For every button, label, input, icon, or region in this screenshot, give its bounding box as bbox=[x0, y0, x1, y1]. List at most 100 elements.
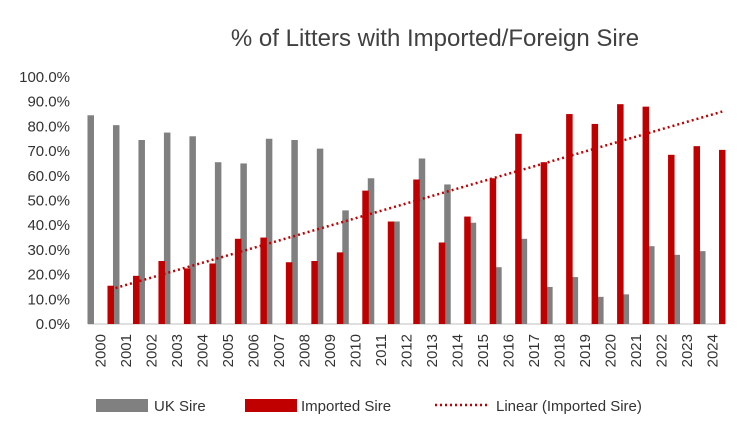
bar-uk-sire-2014 bbox=[444, 184, 451, 324]
x-tick-label: 2010 bbox=[348, 334, 365, 367]
legend-label-linear-trend: Linear (Imported Sire) bbox=[496, 398, 642, 415]
bar-uk-sire-2008 bbox=[291, 139, 298, 324]
legend-label-uk-sire: UK Sire bbox=[154, 398, 206, 415]
bar-imported-sire-2002 bbox=[158, 261, 165, 324]
x-tick-label: 2015 bbox=[475, 334, 492, 367]
bar-imported-sire-2019 bbox=[591, 123, 599, 325]
y-tick-label: 40.0% bbox=[27, 217, 70, 234]
y-tick-label: 50.0% bbox=[27, 193, 70, 210]
bar-imported-sire-2012 bbox=[413, 179, 420, 324]
legend-label-imported-sire: Imported Sire bbox=[301, 398, 391, 415]
bar-imported-sire-2011 bbox=[387, 221, 395, 324]
bar-uk-sire-2000 bbox=[87, 115, 94, 324]
x-tick-label: 2008 bbox=[297, 334, 314, 367]
y-tick-label: 30.0% bbox=[27, 242, 70, 259]
trendline-group bbox=[110, 110, 723, 291]
bar-uk-sire-2006 bbox=[240, 163, 247, 324]
bar-uk-sire-2024 bbox=[699, 251, 706, 324]
bar-uk-sire-2018 bbox=[546, 286, 553, 324]
y-axis-ticks: 0.0% 10.0% 20.0% 30.0% 40.0% 50.0% 60.0% 70.0% 8… bbox=[19, 69, 70, 333]
bar-imported-sire-2017 bbox=[540, 162, 548, 324]
x-tick-label: 2000 bbox=[93, 334, 110, 367]
x-tick-label: 2007 bbox=[271, 334, 288, 367]
bar-uk-sire-2017 bbox=[520, 238, 528, 324]
bar-imported-sire-2015 bbox=[489, 178, 497, 324]
bar-imported-sire-2022 bbox=[668, 154, 675, 324]
x-axis-ticks: 2000 2001 2002 2003 2004 2005 2006 2007 2008 2009… bbox=[93, 334, 722, 367]
x-tick-label: 2005 bbox=[220, 334, 237, 367]
bar-imported-sire-2013 bbox=[438, 242, 446, 324]
x-tick-label: 2003 bbox=[169, 334, 186, 367]
bar-uk-sire-2019 bbox=[571, 277, 579, 324]
bar-imported-sire-2016 bbox=[515, 133, 522, 324]
x-tick-label: 2004 bbox=[195, 334, 212, 367]
bar-uk-sire-2021 bbox=[622, 294, 630, 324]
x-tick-label: 2019 bbox=[577, 334, 594, 367]
y-tick-label: 0.0% bbox=[36, 316, 70, 333]
y-tick-label: 10.0% bbox=[27, 291, 70, 308]
bar-uk-sire-2016 bbox=[495, 267, 502, 324]
x-tick-label: 2021 bbox=[628, 334, 645, 367]
bars-group bbox=[87, 104, 726, 325]
bar-uk-sire-2003 bbox=[163, 132, 171, 324]
bar-uk-sire-2011 bbox=[367, 178, 375, 324]
bar-uk-sire-2012 bbox=[393, 221, 400, 324]
y-tick-label: 60.0% bbox=[27, 168, 70, 185]
bar-uk-sire-2004 bbox=[189, 136, 196, 324]
bar-uk-sire-2009 bbox=[316, 148, 324, 324]
bar-imported-sire-2024 bbox=[719, 149, 726, 324]
bar-imported-sire-2005 bbox=[234, 238, 242, 324]
bar-imported-sire-2021 bbox=[642, 106, 650, 324]
chart-title: % of Litters with Imported/Foreign Sire bbox=[231, 25, 639, 52]
x-tick-label: 2006 bbox=[246, 334, 263, 367]
y-tick-label: 80.0% bbox=[27, 118, 70, 135]
bar-uk-sire-2002 bbox=[138, 139, 145, 324]
bar-imported-sire-2020 bbox=[617, 104, 624, 324]
bar-imported-sire-2007 bbox=[285, 262, 293, 324]
bar-uk-sire-2020 bbox=[597, 296, 604, 324]
trendline-linear-imported-sire bbox=[110, 110, 723, 291]
x-tick-label: 2018 bbox=[551, 334, 568, 367]
legend-swatch-imported-sire bbox=[245, 399, 297, 412]
y-tick-label: 100.0% bbox=[19, 69, 70, 86]
bar-uk-sire-2013 bbox=[418, 158, 426, 324]
y-tick-label: 20.0% bbox=[27, 267, 70, 284]
bar-imported-sire-2001 bbox=[132, 275, 140, 324]
x-tick-label: 2001 bbox=[118, 334, 135, 367]
y-tick-label: 70.0% bbox=[27, 143, 70, 160]
x-tick-label: 2009 bbox=[322, 334, 339, 367]
bar-uk-sire-2010 bbox=[342, 210, 349, 324]
bar-uk-sire-2001 bbox=[112, 125, 120, 324]
x-tick-label: 2016 bbox=[500, 334, 517, 367]
x-tick-label: 2002 bbox=[144, 334, 161, 367]
legend-swatch-uk-sire bbox=[96, 399, 148, 412]
x-tick-label: 2024 bbox=[704, 334, 721, 367]
x-tick-label: 2013 bbox=[424, 334, 441, 367]
bar-uk-sire-2022 bbox=[648, 246, 655, 324]
x-tick-label: 2020 bbox=[602, 334, 619, 367]
bar-imported-sire-2004 bbox=[209, 263, 216, 324]
bar-uk-sire-2007 bbox=[265, 138, 273, 324]
bar-imported-sire-2003 bbox=[183, 268, 191, 324]
x-tick-label: 2011 bbox=[373, 334, 390, 366]
x-tick-label: 2023 bbox=[679, 334, 696, 367]
legend: UK Sire Imported Sire Linear (Imported S… bbox=[96, 398, 642, 415]
bar-imported-sire-2010 bbox=[362, 190, 369, 324]
bar-imported-sire-2023 bbox=[693, 146, 701, 324]
bar-imported-sire-2008 bbox=[311, 261, 318, 324]
bar-uk-sire-2023 bbox=[673, 254, 681, 324]
x-tick-label: 2022 bbox=[653, 334, 670, 367]
y-tick-label: 90.0% bbox=[27, 94, 70, 111]
bar-imported-sire-2018 bbox=[566, 114, 573, 324]
bar-imported-sire-2014 bbox=[464, 216, 471, 324]
bar-imported-sire-2006 bbox=[260, 237, 267, 324]
bar-imported-sire-2000 bbox=[107, 285, 114, 324]
bar-uk-sire-2015 bbox=[469, 222, 477, 324]
x-tick-label: 2012 bbox=[399, 334, 416, 367]
x-tick-label: 2014 bbox=[449, 334, 466, 367]
bar-imported-sire-2009 bbox=[336, 252, 344, 324]
x-tick-label: 2017 bbox=[526, 334, 543, 367]
bar-uk-sire-2005 bbox=[214, 162, 222, 324]
